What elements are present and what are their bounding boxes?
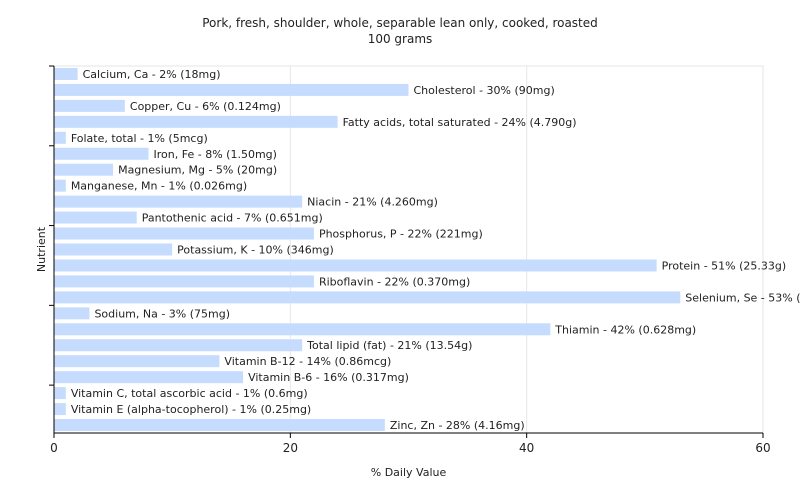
bar-label: Folate, total - 1% (5mcg) <box>71 132 208 145</box>
bar-label: Vitamin B-6 - 16% (0.317mg) <box>248 371 409 384</box>
x-tick-label: 60 <box>755 441 770 455</box>
x-axis-label: % Daily Value <box>371 466 447 479</box>
bar-label: Niacin - 21% (4.260mg) <box>307 196 438 209</box>
bar <box>54 339 303 352</box>
bar-label: Riboflavin - 22% (0.370mg) <box>319 275 470 288</box>
bar-label: Calcium, Ca - 2% (18mg) <box>83 68 221 81</box>
bar <box>54 307 90 320</box>
x-tick-label: 40 <box>519 441 534 455</box>
bar-label: Iron, Fe - 8% (1.50mg) <box>154 148 277 161</box>
bar <box>54 115 338 128</box>
bar-label: Manganese, Mn - 1% (0.026mg) <box>71 180 247 193</box>
bars <box>54 67 681 432</box>
bar <box>54 371 244 384</box>
y-axis-label: Nutrient <box>35 226 48 272</box>
bar <box>54 259 657 272</box>
bar <box>54 179 66 192</box>
bar <box>54 83 409 96</box>
bar-label: Thiamin - 42% (0.628mg) <box>554 323 696 336</box>
bar-label: Potassium, K - 10% (346mg) <box>177 244 334 257</box>
bar <box>54 131 66 144</box>
bar-label: Total lipid (fat) - 21% (13.54g) <box>306 339 472 352</box>
bar <box>54 227 314 240</box>
bar <box>54 403 66 416</box>
bar <box>54 67 78 80</box>
bar-label: Vitamin E (alpha-tocopherol) - 1% (0.25m… <box>71 403 311 416</box>
x-tick-label: 0 <box>50 441 58 455</box>
bar <box>54 275 314 288</box>
x-tick-label: 20 <box>283 441 298 455</box>
bar <box>54 195 303 208</box>
bar <box>54 211 137 224</box>
bar-label: Copper, Cu - 6% (0.124mg) <box>130 100 281 113</box>
bar-label: Cholesterol - 30% (90mg) <box>414 84 555 97</box>
chart-subtitle: 100 grams <box>367 32 433 46</box>
bar-label: Vitamin B-12 - 14% (0.86mcg) <box>224 355 391 368</box>
bar-label: Sodium, Na - 3% (75mg) <box>94 307 230 320</box>
bar-label: Phosphorus, P - 22% (221mg) <box>319 228 483 241</box>
bar-label: Pantothenic acid - 7% (0.651mg) <box>142 212 323 225</box>
bar <box>54 147 149 160</box>
bar-label: Magnesium, Mg - 5% (20mg) <box>118 164 277 177</box>
bar <box>54 243 173 256</box>
bar <box>54 99 125 112</box>
chart-title-block: Pork, fresh, shoulder, whole, separable … <box>0 15 800 47</box>
bar-labels: Calcium, Ca - 2% (18mg) Cholesterol - 30%… <box>71 68 800 432</box>
bar-label: Zinc, Zn - 28% (4.16mg) <box>390 419 525 432</box>
bar <box>54 163 114 176</box>
bar <box>54 419 385 432</box>
bar <box>54 387 66 400</box>
bar-label: Selenium, Se - 53% (37.4mcg) <box>685 291 800 304</box>
bar-label: Protein - 51% (25.33g) <box>662 259 787 272</box>
bar-label: Vitamin C, total ascorbic acid - 1% (0.6… <box>71 387 308 400</box>
chart-title: Pork, fresh, shoulder, whole, separable … <box>202 16 598 30</box>
bar <box>54 291 681 304</box>
bar <box>54 355 220 368</box>
bar-label: Fatty acids, total saturated - 24% (4.79… <box>343 116 577 129</box>
axes: 0 20 40 60 <box>49 65 771 455</box>
bar <box>54 323 551 336</box>
